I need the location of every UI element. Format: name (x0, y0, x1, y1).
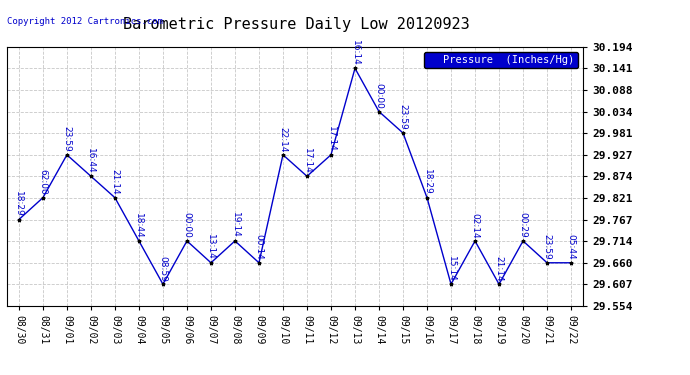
Point (469, 238, 480, 244)
Text: 18:44: 18:44 (135, 213, 144, 238)
Point (157, 281, 168, 287)
Text: 05:44: 05:44 (566, 234, 575, 260)
Point (37, 195, 48, 201)
Point (326, 152, 337, 158)
Point (13, 216, 24, 222)
Point (61, 152, 72, 158)
Text: 00:29: 00:29 (518, 212, 528, 238)
Point (133, 238, 144, 244)
Text: 16:14: 16:14 (351, 40, 359, 66)
Point (277, 152, 288, 158)
Text: 15:14: 15:14 (446, 256, 455, 281)
Point (373, 109, 384, 115)
Text: 16:44: 16:44 (86, 148, 95, 174)
Point (230, 238, 241, 244)
Text: 17:14: 17:14 (302, 148, 311, 174)
Text: Barometric Pressure Daily Low 20120923: Barometric Pressure Daily Low 20120923 (124, 17, 470, 32)
Point (253, 260, 264, 266)
Point (542, 260, 553, 266)
Point (493, 281, 504, 287)
Text: 17:14: 17:14 (326, 126, 335, 152)
Text: 00:14: 00:14 (255, 234, 264, 260)
Point (397, 130, 408, 136)
Text: 21:14: 21:14 (495, 256, 504, 281)
Text: 23:59: 23:59 (542, 234, 551, 260)
Text: 21:14: 21:14 (110, 169, 119, 195)
Text: 22:14: 22:14 (279, 126, 288, 152)
Text: 18:29: 18:29 (422, 169, 431, 195)
Text: 23:59: 23:59 (399, 105, 408, 130)
Text: Copyright 2012 Cartronics.com: Copyright 2012 Cartronics.com (7, 17, 163, 26)
Text: 18:29: 18:29 (14, 191, 23, 217)
Text: 00:00: 00:00 (375, 83, 384, 109)
Point (181, 238, 193, 244)
Legend: Pressure  (Inches/Hg): Pressure (Inches/Hg) (424, 52, 578, 68)
Point (422, 195, 433, 201)
Text: 08:59: 08:59 (159, 255, 168, 281)
Text: 23:59: 23:59 (62, 126, 72, 152)
Point (206, 260, 217, 266)
Text: 19:14: 19:14 (230, 212, 239, 238)
Point (86, 173, 97, 179)
Text: 02:14: 02:14 (471, 213, 480, 238)
Text: 00:00: 00:00 (182, 212, 191, 238)
Text: 13:14: 13:14 (206, 234, 215, 260)
Text: 62:00: 62:00 (39, 169, 48, 195)
Point (302, 173, 313, 179)
Point (446, 281, 457, 287)
Point (349, 65, 360, 71)
Point (518, 238, 529, 244)
Point (566, 260, 577, 266)
Point (110, 195, 121, 201)
